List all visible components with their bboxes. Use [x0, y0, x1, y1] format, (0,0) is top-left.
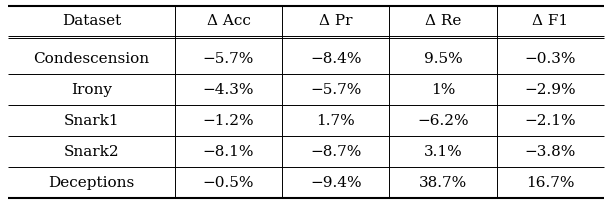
Text: 38.7%: 38.7% — [419, 175, 467, 190]
Text: Irony: Irony — [71, 83, 112, 96]
Text: −0.5%: −0.5% — [203, 175, 254, 190]
Text: −2.1%: −2.1% — [524, 114, 576, 128]
Text: Snark1: Snark1 — [64, 114, 119, 128]
Text: −1.2%: −1.2% — [203, 114, 255, 128]
Text: −0.3%: −0.3% — [524, 52, 576, 65]
Text: Condescension: Condescension — [34, 52, 149, 65]
Text: Snark2: Snark2 — [64, 144, 119, 159]
Text: 3.1%: 3.1% — [424, 144, 463, 159]
Text: −5.7%: −5.7% — [203, 52, 254, 65]
Text: −8.1%: −8.1% — [203, 144, 254, 159]
Text: −3.8%: −3.8% — [524, 144, 576, 159]
Text: −6.2%: −6.2% — [417, 114, 469, 128]
Text: Deceptions: Deceptions — [48, 175, 135, 190]
Text: −8.4%: −8.4% — [310, 52, 362, 65]
Text: −8.7%: −8.7% — [310, 144, 362, 159]
Text: −5.7%: −5.7% — [310, 83, 362, 96]
Text: 1%: 1% — [431, 83, 455, 96]
Text: −9.4%: −9.4% — [310, 175, 362, 190]
Text: Δ Acc: Δ Acc — [207, 14, 250, 28]
Text: Dataset: Dataset — [62, 14, 121, 28]
Text: 16.7%: 16.7% — [526, 175, 575, 190]
Text: −4.3%: −4.3% — [203, 83, 254, 96]
Text: Δ F1: Δ F1 — [532, 14, 569, 28]
Text: 9.5%: 9.5% — [424, 52, 463, 65]
Text: Δ Re: Δ Re — [425, 14, 461, 28]
Text: Δ Pr: Δ Pr — [319, 14, 353, 28]
Text: −2.9%: −2.9% — [524, 83, 576, 96]
Text: 1.7%: 1.7% — [316, 114, 355, 128]
